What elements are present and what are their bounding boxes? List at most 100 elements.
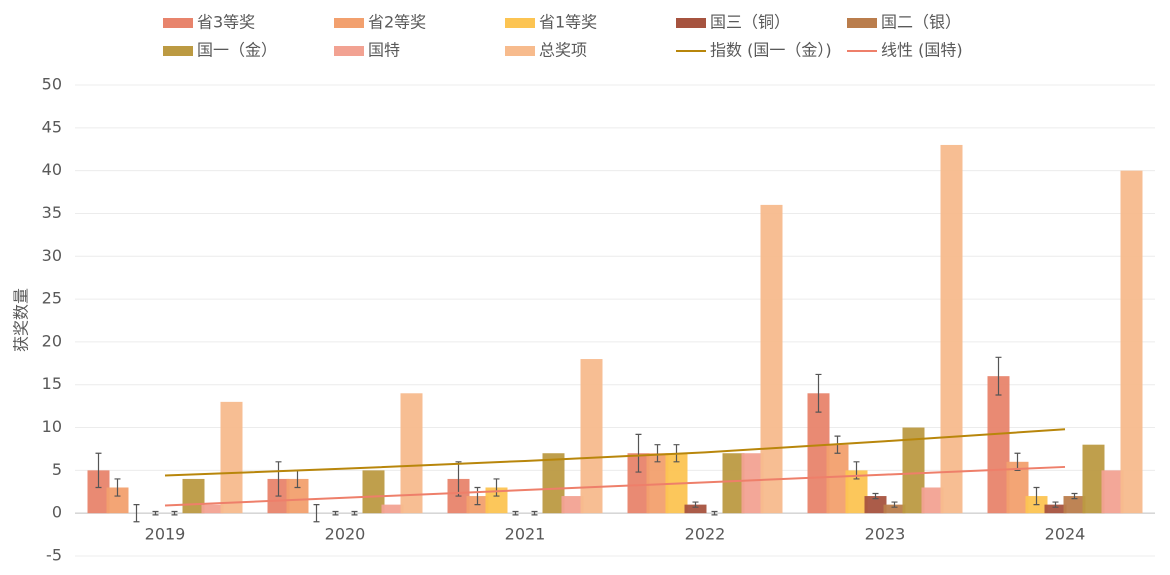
y-tick-label: 0 <box>52 503 62 522</box>
bar <box>826 444 849 514</box>
y-tick-label: 35 <box>42 203 62 222</box>
x-tick-label: 2023 <box>865 525 906 544</box>
bar <box>722 453 745 514</box>
error-bar <box>1033 486 1040 506</box>
legend-swatch <box>163 46 193 56</box>
error-bar <box>455 461 462 497</box>
y-tick-label: 15 <box>42 374 62 393</box>
bar <box>87 470 110 514</box>
legend-label: 总奖项 <box>539 41 587 60</box>
bar <box>106 487 129 514</box>
y-tick-label: 10 <box>42 417 62 436</box>
bar <box>561 496 584 514</box>
error-bar <box>692 501 699 508</box>
bar <box>201 504 224 514</box>
legend-swatch <box>334 46 364 56</box>
bar <box>362 470 385 514</box>
y-tick-label: 45 <box>42 117 62 136</box>
y-tick-label: 50 <box>42 75 62 94</box>
legend-label: 线性 (国特) <box>881 41 963 60</box>
x-tick-label: 2022 <box>685 525 726 544</box>
bar <box>845 470 868 514</box>
y-tick-label: 40 <box>42 160 62 179</box>
error-bar <box>995 356 1002 396</box>
bar <box>1101 470 1124 514</box>
y-tick-label: 20 <box>42 331 62 350</box>
error-bar <box>872 492 879 500</box>
y-axis-label: 获奖数量 <box>12 288 31 352</box>
bar <box>485 487 508 514</box>
error-bar <box>512 510 519 516</box>
x-tick-label: 2024 <box>1045 525 1086 544</box>
bar <box>400 393 423 514</box>
bar <box>760 204 783 514</box>
legend-swatch <box>505 18 535 28</box>
bar <box>286 478 309 514</box>
legend-swatch <box>334 18 364 28</box>
legend-label: 国三（铜） <box>710 13 790 32</box>
y-tick-label: -5 <box>46 546 62 565</box>
error-bar <box>493 478 500 497</box>
error-bar <box>351 510 358 516</box>
error-bar <box>654 444 661 463</box>
bar <box>807 393 830 514</box>
error-bar <box>474 486 481 506</box>
error-bar <box>133 504 140 523</box>
legend-swatch <box>847 18 877 28</box>
error-bar <box>95 452 102 489</box>
legend-label: 省1等奖 <box>539 13 597 32</box>
legend-label: 省3等奖 <box>197 13 255 32</box>
legend-swatch <box>163 18 193 28</box>
error-bar <box>152 510 159 516</box>
y-tick-label: 30 <box>42 246 62 265</box>
error-bar <box>815 373 822 413</box>
bar <box>684 504 707 514</box>
error-bar <box>332 510 339 516</box>
error-bar <box>531 510 538 516</box>
error-bar <box>711 510 718 516</box>
bar <box>1063 496 1086 514</box>
bar <box>381 504 404 514</box>
legend-label: 国一（金） <box>197 41 277 60</box>
x-tick-label: 2019 <box>145 525 186 544</box>
legend-swatch <box>505 46 535 56</box>
error-bar <box>313 504 320 523</box>
bar <box>1082 444 1105 514</box>
bar <box>741 453 764 514</box>
bar <box>1120 170 1143 514</box>
bar <box>627 453 650 514</box>
bar <box>883 504 906 514</box>
bar <box>182 478 205 514</box>
error-bar <box>275 461 282 497</box>
error-bar <box>114 478 121 497</box>
bar <box>1006 461 1029 514</box>
bar <box>580 359 603 514</box>
legend-label: 国特 <box>368 41 400 60</box>
error-bar <box>1014 452 1021 471</box>
bar <box>542 453 565 514</box>
bar <box>902 427 925 514</box>
bar <box>921 487 944 514</box>
x-tick-label: 2021 <box>505 525 546 544</box>
y-tick-label: 25 <box>42 289 62 308</box>
legend-swatch <box>676 18 706 28</box>
error-bar <box>635 433 642 473</box>
bar <box>1044 504 1067 514</box>
error-bar <box>891 501 898 508</box>
x-tick-label: 2020 <box>325 525 366 544</box>
bar <box>864 496 887 514</box>
error-bar <box>1071 492 1078 500</box>
legend-label: 指数 (国一（金）) <box>710 41 832 60</box>
legend-label: 国二（银） <box>881 13 961 32</box>
bar <box>940 144 963 514</box>
error-bar <box>171 510 178 516</box>
y-tick-label: 5 <box>52 460 62 479</box>
bar <box>220 401 243 514</box>
trendline <box>164 465 1066 507</box>
bar <box>646 453 669 514</box>
legend-label: 省2等奖 <box>368 13 426 32</box>
error-bar <box>1052 501 1059 508</box>
bar <box>987 376 1010 514</box>
trendline <box>164 428 1066 477</box>
